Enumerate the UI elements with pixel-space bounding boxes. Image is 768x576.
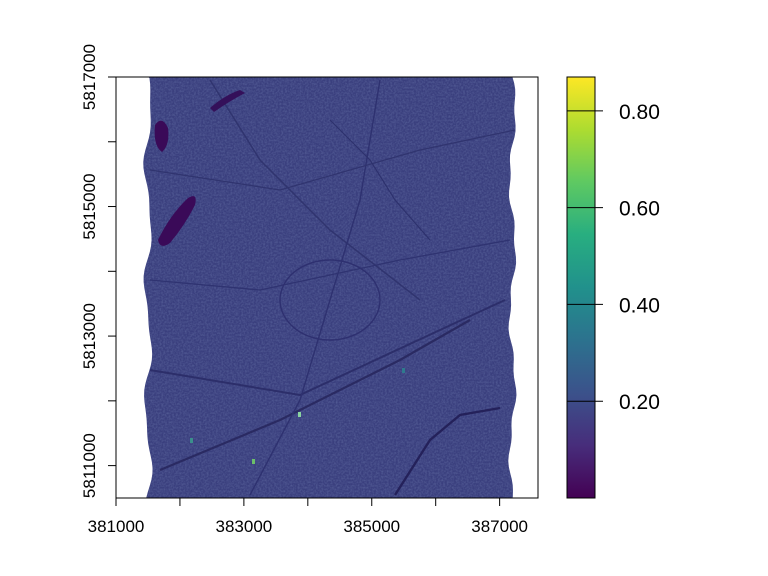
x-tick-label: 383000 — [216, 517, 273, 536]
canal-shape — [210, 90, 245, 112]
x-tick-label: 385000 — [343, 517, 400, 536]
colorbar-tick-label: 0.40 — [619, 294, 660, 317]
bright-pixel — [190, 438, 193, 443]
colorbar-ticks: 0.20 0.40 0.60 0.80 — [567, 101, 660, 414]
x-axis: 381000 383000 385000 387000 — [88, 497, 528, 536]
colorbar — [566, 76, 596, 499]
x-tick-label: 387000 — [471, 517, 528, 536]
y-tick-label: 5817000 — [80, 44, 99, 110]
ring-road — [279, 259, 381, 341]
x-tick-label: 381000 — [88, 517, 145, 536]
raster-image — [143, 77, 517, 498]
colorbar-legend: 0.20 0.40 0.60 0.80 — [566, 76, 660, 499]
road-line — [149, 239, 511, 291]
raster-texture — [143, 77, 517, 498]
y-tick-label: 5813000 — [80, 303, 99, 369]
colorbar-tick-label: 0.20 — [619, 391, 660, 414]
y-tick-label: 5811000 — [80, 433, 99, 498]
road-line — [393, 406, 501, 496]
road-line — [149, 129, 516, 191]
bright-pixel — [252, 459, 255, 464]
colorbar-tick-label: 0.80 — [619, 101, 660, 124]
y-tick-label: 5815000 — [80, 173, 99, 239]
colorbar-tick-label: 0.60 — [619, 198, 660, 221]
bright-pixel — [298, 412, 301, 417]
raster-features — [149, 79, 516, 496]
lake-shape — [154, 120, 169, 152]
lake-shape — [158, 196, 196, 246]
road-line — [159, 319, 471, 472]
road-line — [249, 79, 381, 496]
road-line — [329, 119, 431, 241]
bright-pixel — [402, 368, 405, 373]
road-line — [149, 299, 506, 397]
y-axis: 5811000 5813000 5815000 5817000 — [80, 44, 117, 498]
